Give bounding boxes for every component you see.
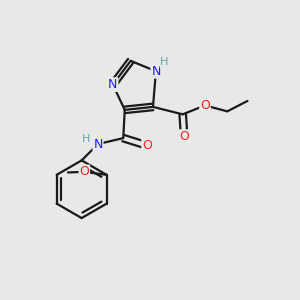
Text: O: O	[142, 139, 152, 152]
Text: H: H	[82, 134, 90, 144]
Text: N: N	[108, 78, 118, 91]
Text: H: H	[160, 57, 169, 67]
Text: O: O	[179, 130, 189, 143]
Text: O: O	[200, 99, 210, 112]
Text: O: O	[80, 165, 89, 178]
Text: N: N	[151, 65, 160, 78]
Text: N: N	[93, 138, 103, 151]
